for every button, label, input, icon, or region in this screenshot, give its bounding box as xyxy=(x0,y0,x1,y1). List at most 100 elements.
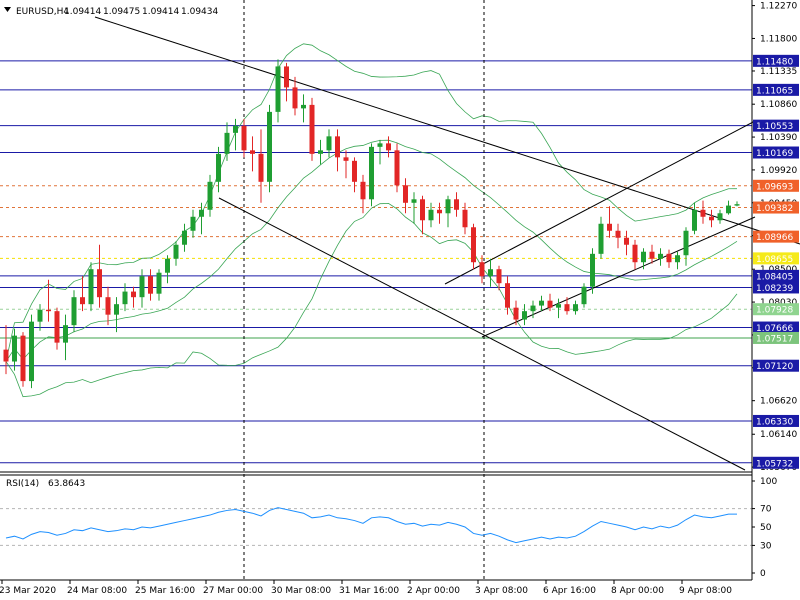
candle-body-35 xyxy=(301,104,306,109)
chart-header-open: 1.09414 xyxy=(64,7,101,17)
candle-body-48 xyxy=(411,199,417,203)
candle-body-84 xyxy=(717,213,723,221)
candle-body-4 xyxy=(37,309,43,322)
level-label-box-4 xyxy=(753,179,799,192)
candle-body-24 xyxy=(207,181,213,210)
candle-body-51 xyxy=(437,209,442,214)
level-label-10: 1.07928 xyxy=(756,306,793,316)
candle-body-20 xyxy=(173,244,179,259)
level-label-5: 1.09382 xyxy=(756,204,793,214)
price-tick-label-9: 1.08030 xyxy=(760,298,797,308)
candle-body-54 xyxy=(462,209,468,228)
candle-body-85 xyxy=(726,205,731,214)
candle-body-17 xyxy=(148,276,153,294)
candle-body-46 xyxy=(394,150,400,186)
candle-body-40 xyxy=(343,157,349,161)
price-pane[interactable]: EURUSD,H4 1.09414 1.09475 1.09414 1.0943… xyxy=(0,0,800,580)
candle-body-22 xyxy=(190,216,196,231)
candle-body-5 xyxy=(46,309,51,312)
candle-body-66 xyxy=(564,304,570,312)
rsi-tick-label-4: 0 xyxy=(760,569,766,579)
bollinger-upper-line xyxy=(5,43,738,362)
candle-body-15 xyxy=(131,291,136,298)
level-label-box-7 xyxy=(753,252,799,265)
candle-body-37 xyxy=(318,150,323,154)
time-tick-label-10: 9 Apr 08:00 xyxy=(679,586,732,596)
candle-body-41 xyxy=(352,160,357,182)
level-label-8: 1.08405 xyxy=(756,272,793,282)
candle-body-78 xyxy=(666,253,672,263)
level-label-7: 1.08655 xyxy=(756,255,793,265)
time-tick-label-9: 8 Apr 00:00 xyxy=(611,586,664,596)
level-label-9: 1.08239 xyxy=(756,284,793,294)
candle-body-49 xyxy=(420,199,425,221)
time-tick-label-8: 6 Apr 16:00 xyxy=(543,586,596,596)
time-axis[interactable]: 23 Mar 2020 24 Mar 08:00 25 Mar 16:00 27 Ma… xyxy=(0,580,732,596)
candle-body-27 xyxy=(233,125,238,133)
candle-body-75 xyxy=(641,251,646,263)
level-label-13: 1.07120 xyxy=(756,362,793,372)
candle-body-32 xyxy=(275,66,281,112)
candle-body-80 xyxy=(683,230,689,256)
candle-body-6 xyxy=(54,311,60,343)
level-label-6: 1.08966 xyxy=(756,233,793,243)
level-label-12: 1.07517 xyxy=(756,334,793,344)
price-tick-label-1: 1.11800 xyxy=(760,34,797,44)
candle-body-25 xyxy=(216,153,221,182)
dropdown-triangle-icon[interactable] xyxy=(4,7,11,12)
level-label-box-6 xyxy=(753,230,799,243)
candle-body-1 xyxy=(12,335,17,362)
candle-body-3 xyxy=(29,321,34,382)
candle-body-71 xyxy=(607,223,612,231)
vertical-separators xyxy=(243,0,485,580)
candle-body-13 xyxy=(114,304,119,315)
candle-body-86 xyxy=(734,204,740,206)
chart-header-high: 1.09475 xyxy=(103,7,140,17)
candle-body-57 xyxy=(488,269,493,277)
candle-body-76 xyxy=(649,251,655,259)
candle-body-21 xyxy=(182,230,187,245)
level-label-15: 1.05732 xyxy=(756,459,793,469)
candle-body-14 xyxy=(122,291,128,305)
candle-body-31 xyxy=(267,111,272,182)
candle-body-34 xyxy=(292,87,298,109)
level-label-2: 1.10553 xyxy=(756,122,793,132)
candle-body-16 xyxy=(139,276,145,298)
level-label-box-10 xyxy=(753,303,799,316)
rsi-pane[interactable]: RSI(14) 63.8643 xyxy=(0,479,752,546)
level-label-box-12 xyxy=(753,331,799,344)
candle-body-50 xyxy=(428,209,434,221)
candle-body-19 xyxy=(165,258,170,273)
candle-body-69 xyxy=(590,253,595,287)
candle-body-64 xyxy=(547,300,553,308)
candle-body-52 xyxy=(445,199,451,214)
candle-body-18 xyxy=(156,272,162,294)
candle-body-61 xyxy=(522,311,527,320)
candle-body-9 xyxy=(80,297,85,305)
level-label-0: 1.11480 xyxy=(756,57,793,67)
candle-body-59 xyxy=(505,283,510,308)
candle-body-8 xyxy=(71,297,77,326)
level-label-box-9 xyxy=(753,281,799,294)
rsi-axis[interactable]: 100 70 50 30 0 xyxy=(752,477,777,579)
level-label-3: 1.10169 xyxy=(756,149,793,159)
price-tick-label-5: 1.09920 xyxy=(760,166,797,176)
level-label-4: 1.09693 xyxy=(756,182,793,192)
rsi-line xyxy=(5,507,737,544)
trend-line-upper-descending xyxy=(94,16,800,245)
trend-lines xyxy=(94,16,800,471)
candle-body-47 xyxy=(403,185,408,203)
candle-body-58 xyxy=(496,269,502,284)
level-label-box-13 xyxy=(753,359,799,372)
candle-body-74 xyxy=(632,244,638,263)
candle-body-39 xyxy=(335,136,340,158)
rsi-tick-label-3: 30 xyxy=(760,541,772,551)
time-tick-label-2: 25 Mar 16:00 xyxy=(135,586,195,596)
candle-body-81 xyxy=(692,209,697,231)
candle-body-68 xyxy=(581,286,587,305)
candle-body-72 xyxy=(615,230,621,238)
chart-header-low: 1.09414 xyxy=(142,7,179,17)
candle-body-38 xyxy=(326,136,332,151)
price-tick-label-4: 1.10390 xyxy=(760,133,797,143)
